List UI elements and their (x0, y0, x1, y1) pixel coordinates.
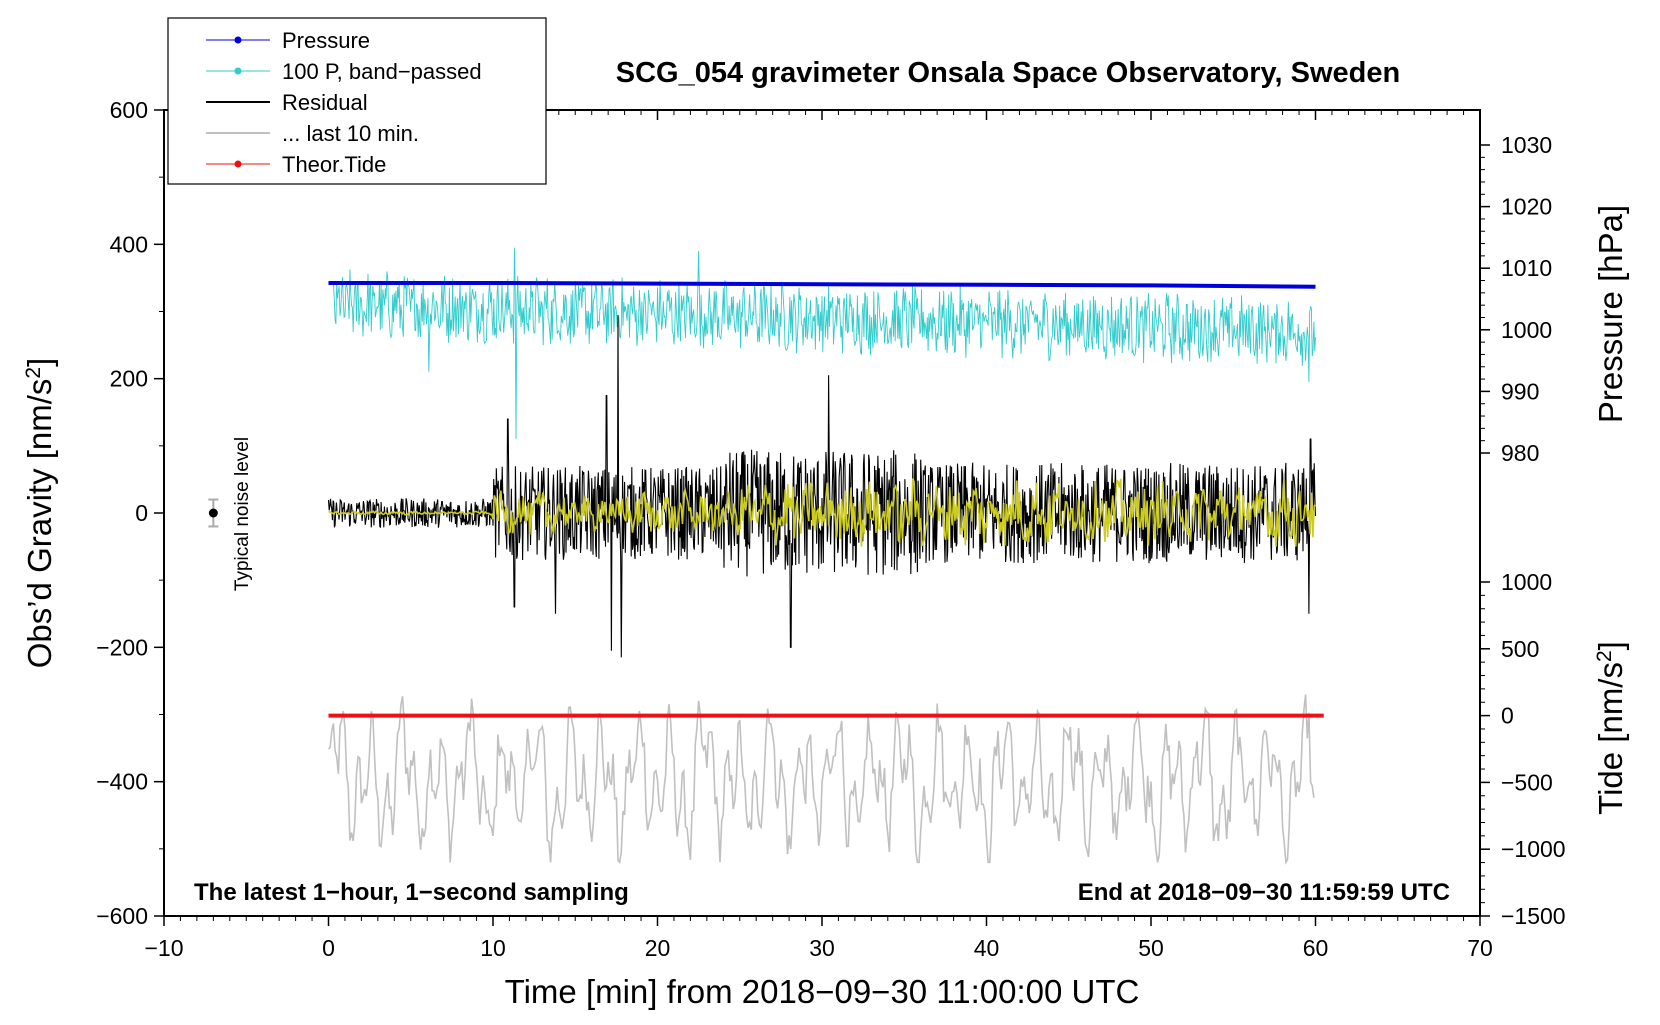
noise-level-label: Typical noise level (232, 437, 253, 591)
y-axis-label-pressure: Pressure [hPa] (1592, 205, 1629, 423)
legend-marker-pressure (234, 36, 242, 44)
pressure-tick-label: 1010 (1501, 255, 1552, 281)
pressure-tick-label: 1000 (1501, 317, 1552, 343)
y-label-gravity-close: ] (21, 358, 58, 367)
x-tick-label: 0 (322, 935, 335, 961)
pressure-tick-label: 990 (1501, 378, 1539, 404)
y-tick-label: 200 (110, 366, 148, 392)
legend-label-residual: Residual (282, 90, 368, 115)
y-axis-label-tide: Tide [nm/s2] (1592, 641, 1629, 815)
x-tick-label: 40 (974, 935, 1000, 961)
y-tick-label: −600 (96, 903, 148, 929)
legend-label-tide: Theor.Tide (282, 152, 386, 177)
tide-tick-label: −1000 (1501, 836, 1566, 862)
x-tick-label: 60 (1303, 935, 1329, 961)
pressure-tick-label: 1020 (1501, 194, 1552, 220)
y-label-gravity-text: Obs’d Gravity [nm/s (21, 379, 58, 669)
y-axis-label-gravity: Obs’d Gravity [nm/s2] (21, 358, 58, 669)
legend-marker-tide (234, 160, 242, 168)
tide-tick-label: 1000 (1501, 569, 1552, 595)
legend-marker-bandpassed (234, 67, 242, 75)
x-axis-label: Time [min] from 2018−09−30 11:00:00 UTC (505, 973, 1140, 1010)
pressure-tick-label: 1030 (1501, 132, 1552, 158)
tide-tick-label: −500 (1501, 769, 1553, 795)
y-tick-label: 600 (110, 97, 148, 123)
legend: Pressure 100 P, band−passed Residual ...… (167, 17, 547, 185)
legend-label-pressure: Pressure (282, 28, 370, 53)
y-label-tide-close: ] (1592, 641, 1629, 650)
y-tick-label: −400 (96, 769, 148, 795)
chart-title: SCG_054 gravimeter Onsala Space Observat… (616, 57, 1400, 89)
pressure-tick-label: 980 (1501, 440, 1539, 466)
series-pressure-line (328, 281, 1316, 289)
series-residual-line (327, 314, 1317, 658)
tide-tick-label: 0 (1501, 703, 1514, 729)
noise-marker-point (208, 508, 218, 518)
tide-tick-label: 500 (1501, 636, 1539, 662)
legend-label-bandpassed: 100 P, band−passed (282, 59, 482, 84)
y-tick-label: 400 (110, 231, 148, 257)
y-label-gravity-sup: 2 (22, 367, 45, 379)
x-tick-label: −10 (144, 935, 183, 961)
annotation-sampling: The latest 1−hour, 1−second sampling (194, 879, 629, 906)
series-bandpassed-line (332, 247, 1316, 440)
x-tick-label: 30 (809, 935, 835, 961)
x-tick-label: 20 (645, 935, 671, 961)
legend-label-last10: ... last 10 min. (282, 121, 419, 146)
series-residual-smooth-line (328, 478, 1316, 547)
y-tick-label: 0 (135, 500, 148, 526)
y-label-tide-sup: 2 (1593, 650, 1616, 662)
y-tick-label: −200 (96, 634, 148, 660)
series-last10-line (327, 694, 1315, 865)
x-tick-label: 70 (1467, 935, 1493, 961)
tide-tick-label: −1500 (1501, 903, 1566, 929)
y-label-tide-text: Tide [nm/s (1592, 662, 1629, 815)
x-tick-label: 10 (480, 935, 506, 961)
annotation-end-time: End at 2018−09−30 11:59:59 UTC (1078, 879, 1450, 906)
x-tick-label: 50 (1138, 935, 1164, 961)
